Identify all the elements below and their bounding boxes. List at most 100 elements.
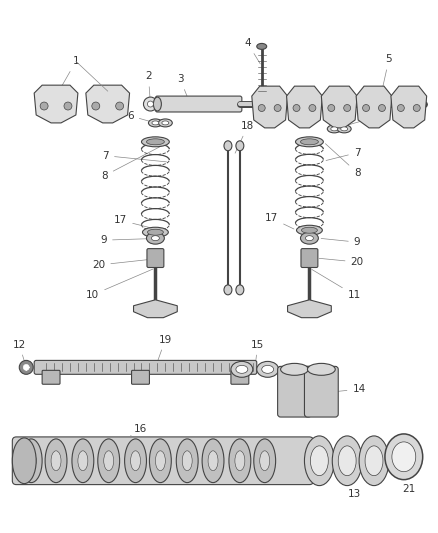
Ellipse shape [148, 119, 162, 127]
Ellipse shape [229, 439, 251, 482]
Circle shape [293, 104, 300, 111]
Polygon shape [391, 86, 427, 128]
Polygon shape [321, 86, 357, 128]
Circle shape [309, 104, 316, 111]
Ellipse shape [236, 285, 244, 295]
Polygon shape [86, 85, 130, 123]
Ellipse shape [176, 439, 198, 482]
Ellipse shape [72, 439, 94, 482]
Circle shape [274, 104, 281, 111]
Polygon shape [356, 86, 392, 128]
Ellipse shape [131, 451, 141, 471]
Polygon shape [286, 86, 322, 128]
FancyBboxPatch shape [131, 370, 149, 384]
Circle shape [116, 102, 124, 110]
Ellipse shape [297, 225, 322, 235]
Ellipse shape [124, 439, 146, 482]
FancyBboxPatch shape [278, 366, 311, 417]
Ellipse shape [311, 446, 328, 475]
Circle shape [148, 101, 153, 107]
Text: 20: 20 [92, 259, 159, 270]
Circle shape [64, 102, 72, 110]
Text: 20: 20 [319, 257, 364, 267]
Text: 6: 6 [127, 111, 153, 122]
Circle shape [397, 104, 404, 111]
Ellipse shape [152, 236, 159, 241]
Ellipse shape [208, 451, 218, 471]
Ellipse shape [307, 364, 335, 375]
Circle shape [23, 365, 29, 370]
Text: 16: 16 [131, 424, 147, 436]
Polygon shape [252, 86, 288, 128]
Ellipse shape [182, 451, 192, 471]
Text: 19: 19 [156, 335, 172, 365]
Ellipse shape [162, 121, 169, 125]
Circle shape [258, 104, 265, 111]
Ellipse shape [254, 439, 276, 482]
Text: 5: 5 [380, 54, 392, 101]
Ellipse shape [337, 125, 351, 133]
Text: 14: 14 [312, 384, 366, 394]
Text: 12: 12 [13, 340, 26, 365]
Ellipse shape [262, 365, 274, 373]
Text: 8: 8 [102, 143, 167, 181]
Ellipse shape [392, 442, 416, 472]
Ellipse shape [365, 446, 383, 475]
Circle shape [40, 102, 48, 110]
Ellipse shape [301, 227, 318, 233]
Ellipse shape [359, 436, 389, 486]
Circle shape [363, 104, 370, 111]
Ellipse shape [159, 119, 172, 127]
Polygon shape [134, 300, 177, 318]
Circle shape [413, 104, 420, 111]
Polygon shape [34, 85, 78, 123]
Text: 3: 3 [177, 74, 189, 101]
Circle shape [144, 97, 157, 111]
Ellipse shape [327, 125, 341, 133]
Ellipse shape [51, 451, 61, 471]
Ellipse shape [26, 451, 36, 471]
Circle shape [344, 104, 351, 111]
Ellipse shape [341, 127, 348, 131]
FancyBboxPatch shape [301, 248, 318, 268]
Text: 7: 7 [326, 148, 360, 160]
FancyBboxPatch shape [155, 96, 242, 112]
Ellipse shape [78, 451, 88, 471]
Ellipse shape [148, 229, 163, 235]
Text: 17: 17 [114, 215, 166, 231]
Ellipse shape [224, 141, 232, 151]
Ellipse shape [12, 438, 36, 483]
Ellipse shape [281, 364, 308, 375]
Ellipse shape [305, 236, 314, 241]
Ellipse shape [235, 451, 245, 471]
Ellipse shape [296, 137, 323, 147]
Circle shape [19, 360, 33, 374]
Ellipse shape [152, 121, 159, 125]
Text: 10: 10 [86, 269, 153, 300]
Text: 8: 8 [325, 144, 360, 177]
FancyBboxPatch shape [34, 360, 257, 374]
Text: 17: 17 [265, 213, 294, 229]
Ellipse shape [155, 451, 165, 471]
Ellipse shape [236, 141, 244, 151]
Ellipse shape [236, 365, 248, 373]
Ellipse shape [332, 436, 362, 486]
Ellipse shape [104, 451, 114, 471]
Ellipse shape [202, 439, 224, 482]
Text: 2: 2 [145, 71, 152, 101]
FancyBboxPatch shape [147, 248, 164, 268]
Circle shape [92, 102, 100, 110]
FancyBboxPatch shape [42, 370, 60, 384]
Circle shape [378, 104, 385, 111]
Polygon shape [288, 300, 331, 318]
FancyBboxPatch shape [12, 437, 314, 484]
Ellipse shape [20, 439, 42, 482]
Ellipse shape [98, 439, 120, 482]
Text: 1: 1 [57, 56, 79, 94]
Ellipse shape [385, 434, 423, 480]
Ellipse shape [304, 436, 334, 486]
Ellipse shape [260, 451, 270, 471]
FancyBboxPatch shape [304, 366, 338, 417]
FancyBboxPatch shape [231, 370, 249, 384]
Ellipse shape [141, 137, 170, 147]
